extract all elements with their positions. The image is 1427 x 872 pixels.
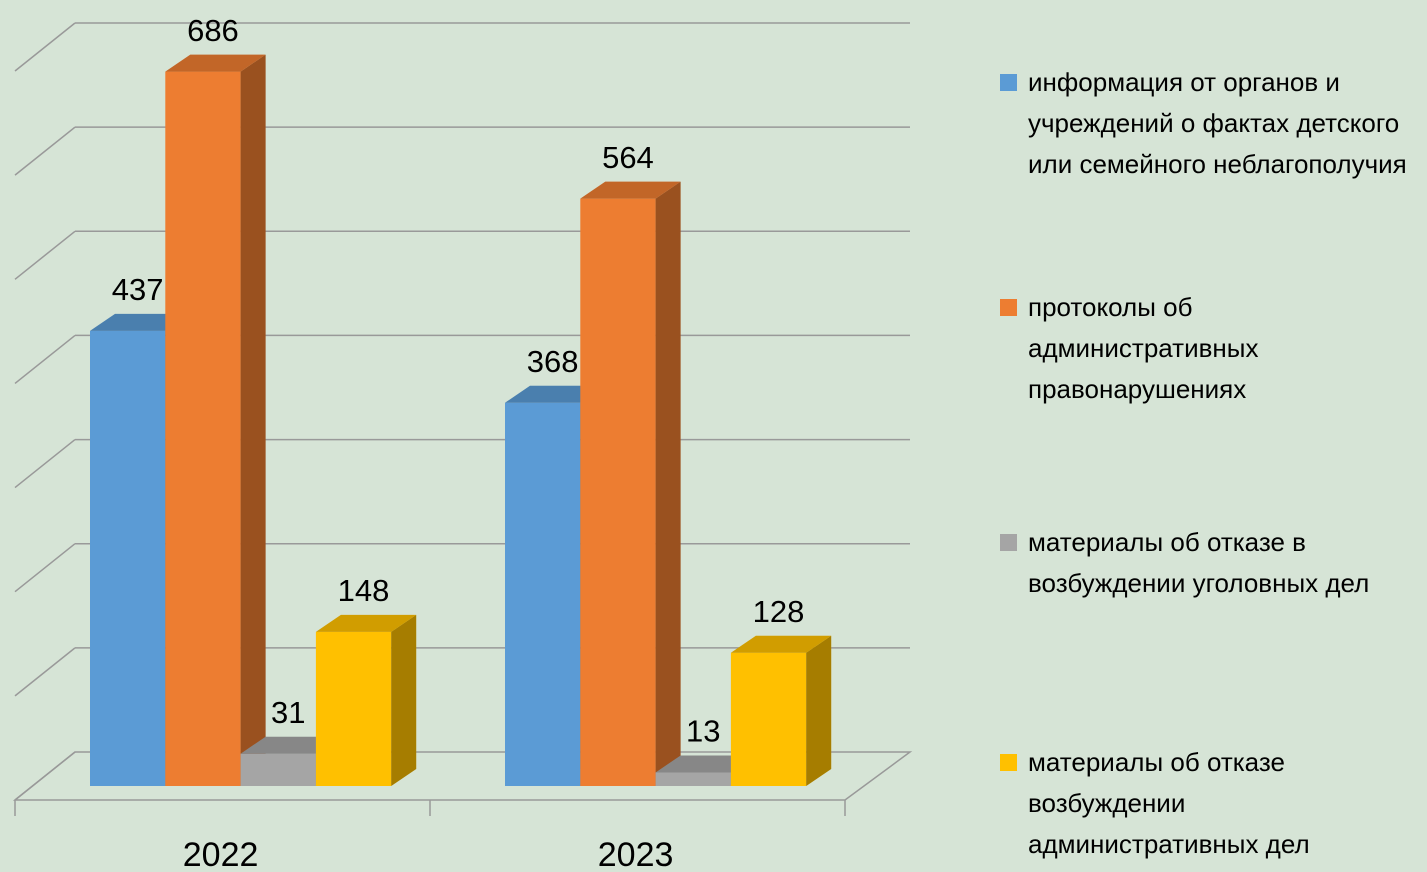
bar-front — [240, 753, 316, 786]
bar-side-shade — [391, 614, 417, 786]
x-tick-label: 2022 — [183, 836, 259, 872]
bar-side — [391, 614, 417, 786]
bar-top — [505, 385, 606, 403]
grid-line-side — [14, 647, 76, 697]
bar-top — [240, 736, 341, 754]
bar-top-shade — [165, 54, 266, 72]
data-label: 148 — [338, 573, 390, 608]
legend-entry: протоколы об административных правонаруш… — [1000, 287, 1410, 410]
data-label: 31 — [271, 695, 305, 730]
data-label: 686 — [187, 13, 239, 48]
bar-side — [655, 181, 681, 787]
bar-top-shade — [730, 635, 832, 653]
legend-entry: материалы об отказе в возбуждении уголов… — [1000, 522, 1410, 604]
legend-swatch — [1000, 299, 1017, 316]
legend-swatch — [1000, 754, 1017, 771]
bar-side-shade — [806, 635, 832, 786]
data-label: 368 — [527, 344, 579, 379]
legend-label: информация от органов и учреждений о фак… — [1028, 67, 1407, 179]
grid-line-side — [14, 230, 76, 280]
bar-front — [730, 652, 807, 786]
bar-front — [505, 402, 581, 786]
grid-line-side — [14, 751, 76, 801]
legend-label: материалы об отказе в возбуждении уголов… — [1028, 527, 1370, 598]
bar-front — [315, 631, 392, 786]
grid-line-side — [14, 438, 76, 489]
bar-top — [90, 313, 191, 331]
legend-entry: материалы об отказе возбуждении админист… — [1000, 742, 1410, 865]
bar-front — [165, 71, 241, 786]
bar-front — [655, 772, 731, 786]
data-label: 13 — [686, 714, 720, 749]
bar-top-shade — [240, 736, 341, 754]
bar-top-shade — [580, 181, 681, 199]
bar-top — [730, 635, 832, 653]
bar-side-shade — [240, 54, 266, 786]
bar-top — [165, 54, 266, 72]
bar-top — [580, 181, 681, 199]
bar-side — [240, 54, 266, 786]
data-label: 437 — [112, 272, 164, 307]
bar-top — [655, 755, 756, 773]
bar-top — [315, 614, 417, 632]
bar-front — [580, 198, 656, 787]
grid-line-side — [14, 334, 76, 385]
grid-line-side — [14, 22, 76, 72]
legend-label: материалы об отказе возбуждении админист… — [1028, 747, 1310, 859]
bar-top-shade — [315, 614, 417, 632]
data-label: 128 — [753, 594, 805, 629]
bar-front — [90, 330, 166, 786]
legend-label: протоколы об административных правонаруш… — [1028, 292, 1259, 404]
x-tick-label: 2023 — [598, 836, 674, 872]
legend-swatch — [1000, 534, 1017, 551]
grid-line-side — [14, 543, 76, 593]
bar-top-shade — [655, 755, 756, 773]
bar-side-shade — [655, 181, 681, 787]
bar-side — [806, 635, 832, 786]
bar-top-shade — [90, 313, 191, 331]
bar-top-shade — [505, 385, 606, 403]
legend-entry: информация от органов и учреждений о фак… — [1000, 62, 1410, 185]
grid-line-side — [14, 126, 76, 176]
legend-swatch — [1000, 74, 1017, 91]
data-label: 564 — [602, 140, 654, 175]
